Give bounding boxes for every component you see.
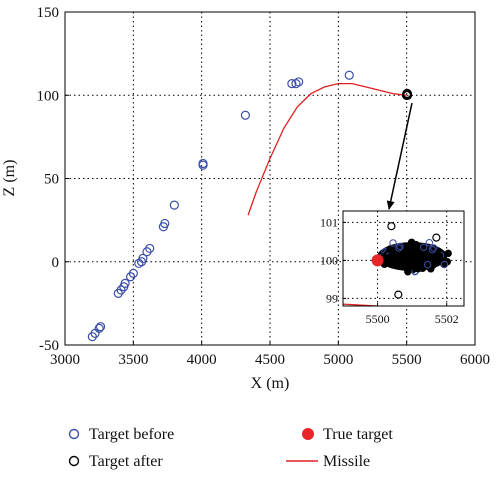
inset-target-before-point [389,239,397,247]
inset-target-before-point [395,244,403,252]
inset-y-tick-label: 101 [320,215,338,229]
legend-marker [68,428,80,440]
inset-target-before-point [423,260,432,269]
x-tick-label: 3500 [118,352,148,368]
x-tick-label: 6000 [460,352,490,368]
missile-trajectory [247,82,407,216]
y-tick-label: -50 [39,338,59,354]
legend-marker [68,455,80,467]
missile-line [247,82,407,216]
inset-target-after-point [404,268,412,276]
x-tick-label: 5000 [323,352,353,368]
inset-target-after-point [435,253,443,261]
target-points [87,70,413,342]
inset-target-after-point [386,253,394,262]
x-tick-label: 4500 [255,352,285,368]
inset-y-tick-label: 99 [326,291,338,305]
y-tick-label: 0 [52,255,60,271]
x-axis-label: X (m) [251,375,290,392]
inset-zoom: 5500 5502 99 100 101 [320,210,465,326]
target-before-point [128,268,138,279]
target-before-point [198,158,208,169]
inset-x-tick-label: 5500 [366,312,390,326]
target-after-point [402,90,413,101]
target-before-point [294,77,304,87]
inset-target-before-point [425,239,434,247]
legend-label: Missile [323,453,370,470]
y-tick-label: 150 [37,5,60,21]
target-before-point [291,78,301,89]
inset-pointer-arrow [386,102,413,210]
inset-missile-line [343,303,406,306]
inset-target-before-point [419,243,428,251]
target-before-point [95,322,106,332]
y-tick-label: 100 [37,88,60,104]
legend-marker [302,428,314,440]
target-before-point [138,253,148,264]
inset-target-after-point [406,241,414,249]
inset-target-before-point [428,245,437,254]
grid-lines [65,12,475,345]
target-before-point [344,70,354,80]
y-axis-label: Z (m) [1,160,18,197]
inset-x-tick-label: 5502 [435,312,459,326]
true-target-point [371,254,384,267]
y-axis-ticks: -50 0 50 100 150 [37,5,69,354]
inset-y-tick-label: 100 [320,253,338,267]
target-before-point [120,278,130,288]
inset-target-after-point [387,222,396,231]
legend-label: True target [323,426,393,443]
target-before-point [240,110,250,120]
x-tick-label: 4000 [187,352,217,368]
x-axis-ticks: 3000 3500 4000 4500 5000 5500 6000 [50,341,490,368]
legend: Target before True target Target after Miss… [68,426,393,470]
target-before-point [160,218,170,229]
inset-data [343,222,452,306]
inset-target-after-point [394,290,403,299]
inset-ticks: 5500 5502 99 100 101 [320,215,459,326]
legend-label: Target before [89,426,174,443]
target-before-point [94,323,104,333]
inset-target-after-point [386,245,394,253]
inset-target-after-point [411,264,420,272]
target-before-point [169,200,179,210]
x-tick-label: 5500 [392,352,422,368]
inset-target-before-point [430,244,438,252]
x-tick-label: 3000 [50,352,80,368]
target-before-point [287,78,297,89]
y-tick-label: 50 [44,172,59,188]
inset-target-before-point [396,242,404,251]
inset-target-after-point [432,233,441,242]
target-before-point [145,243,155,254]
legend-label: Target after [89,453,163,470]
inset-target-before-point [440,260,449,269]
inset-target-after-point [444,249,452,258]
inset-frame [342,210,465,307]
